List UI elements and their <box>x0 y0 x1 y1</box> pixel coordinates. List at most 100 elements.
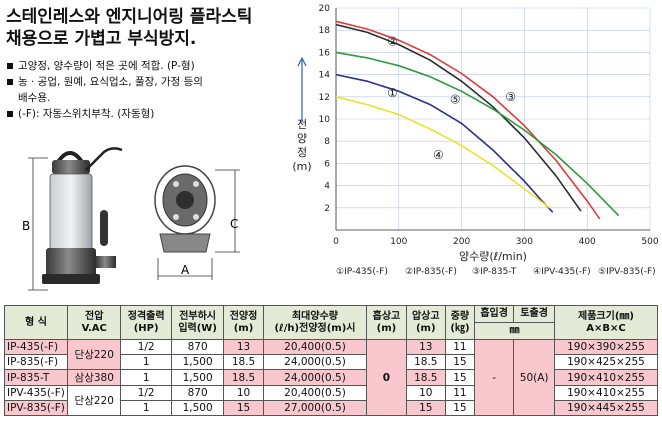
x-tick-label: 400 <box>579 237 596 247</box>
spec-table: 형 식 전압 V.AC 정격출력 (HP) 전부하시 입력(W) 전양정 (m) 최대양… <box>4 305 658 416</box>
cell-output: 1/2 <box>120 339 172 355</box>
cell-maxflow: 20,400(0.5) <box>262 385 368 401</box>
y-axis-label: 정 <box>297 146 307 159</box>
cell-weight: 11 <box>444 385 475 401</box>
dimension-a-label: A <box>181 263 190 277</box>
cell-weight: 15 <box>444 354 475 370</box>
cell-maxflow: 27,000(0.5) <box>262 400 368 416</box>
curve-marker: ③ <box>505 90 516 104</box>
cell-model: IP-835(-F) <box>4 354 68 370</box>
y-tick-label: 6 <box>324 159 330 169</box>
feature-list: 고양정, 양수량이 적은 곳에 적합. (P-형) 농 · 공업, 원예, 요식… <box>6 58 306 122</box>
cell-head: 13 <box>223 339 264 355</box>
series-line <box>335 51 620 217</box>
legend-entry: ①IP-435(-F) <box>336 267 388 277</box>
series-line <box>335 73 554 213</box>
cell-output: 1 <box>120 369 172 386</box>
legend-entry: ⑤IPV-835(-F) <box>598 267 656 277</box>
y-tick-label: 10 <box>319 115 331 125</box>
series-line <box>335 96 550 209</box>
table-row: IP-435(-F) 단상220 1/2 870 13 20,400(0.5) … <box>4 339 658 416</box>
series-line <box>335 23 582 212</box>
cell-maxflow: 24,000(0.5) <box>262 369 368 386</box>
headline: 스테인레스와 엔지니어링 플라스틱 채용으로 가볍고 부식방지. <box>6 6 306 50</box>
cell-head: 18.5 <box>223 354 264 370</box>
header-head: 전양정 (m) <box>223 305 264 340</box>
cell-voltage: 삼상380 <box>66 369 122 386</box>
table-row: IP-835(-F) 1 1,500 18.5 24,000(0.5) 18.5… <box>4 354 658 370</box>
series-line <box>335 20 601 220</box>
curve-marker: ② <box>387 35 398 49</box>
header-voltage: 전압 V.AC <box>66 305 122 340</box>
feature-item: 농 · 공업, 원예, 요식업소, 풀장, 가정 등의 <box>6 74 306 90</box>
cell-size: 190×410×255 <box>554 385 658 401</box>
cell-voltage: 단상220 <box>66 385 122 416</box>
y-tick-label: 2 <box>324 204 330 214</box>
dimension-c-label: C <box>230 217 238 231</box>
feature-item: (-F): 자동스위치부착. (자동형) <box>6 106 306 122</box>
x-tick-label: 500 <box>641 237 658 247</box>
curve-marker: ④ <box>433 148 444 162</box>
pump-illustration: B C A <box>22 147 240 291</box>
cell-pressure: 18.5 <box>405 354 446 370</box>
headline-line-2: 채용으로 가볍고 부식방지. <box>6 29 197 49</box>
legend-entry: ②IP-835(-F) <box>405 267 457 277</box>
y-tick-label: 8 <box>324 137 330 147</box>
legend-entry: ④IPV-435(-F) <box>533 267 591 277</box>
y-tick-label: 12 <box>319 93 330 103</box>
y-tick-label: 16 <box>319 48 331 58</box>
x-tick-label: 300 <box>516 237 533 247</box>
cell-outlet: 50(A) <box>513 339 555 416</box>
dimension-b-label: B <box>22 219 30 233</box>
header-maxflow: 최대양수량 (ℓ/h)전양정(m)시 <box>262 305 368 340</box>
x-tick-label: 100 <box>390 237 407 247</box>
cell-suction: 0 <box>366 339 407 416</box>
header-inlet: 흡입경 <box>473 305 515 323</box>
header-power: 전부하시 입력(W) <box>170 305 225 340</box>
y-axis-label: 전 <box>297 118 307 131</box>
header-size: 제품크기(㎜) A×B×C <box>554 305 658 340</box>
cell-power: 870 <box>170 385 225 401</box>
table-row: IPV-835(-F) 1 1,500 15 27,000(0.5) 15 15… <box>4 400 658 416</box>
header-weight: 중량 (㎏) <box>444 305 475 340</box>
cell-power: 1,500 <box>170 400 225 416</box>
header-diameter-unit: ㎜ <box>473 322 556 340</box>
cell-weight: 15 <box>444 369 475 386</box>
table-row: IP-835-T 삼상380 1 1,500 18.5 24,000(0.5) … <box>4 369 658 386</box>
cell-weight: 15 <box>444 400 475 416</box>
legend-entry: ③IP-835-T <box>472 267 517 277</box>
cell-weight: 11 <box>444 339 475 355</box>
cell-maxflow: 20,400(0.5) <box>262 339 368 355</box>
cell-head: 15 <box>223 400 264 416</box>
table-row: IPV-435(-F) 단상220 1/2 870 10 20,400(0.5)… <box>4 385 658 416</box>
header-outlet: 토출경 <box>513 305 555 323</box>
cell-head: 10 <box>223 385 264 401</box>
y-tick-label: 18 <box>319 26 331 36</box>
header-model: 형 식 <box>4 305 68 340</box>
y-tick-label: 20 <box>319 4 331 14</box>
y-tick-label: 4 <box>324 182 330 192</box>
cell-output: 1/2 <box>120 385 172 401</box>
cell-size: 190×390×255 <box>554 339 658 355</box>
cell-power: 1,500 <box>170 354 225 370</box>
y-axis-label: 양 <box>297 132 307 145</box>
cell-pressure: 15 <box>405 400 446 416</box>
cell-inlet: - <box>473 339 515 416</box>
x-tick-label: 0 <box>333 237 339 247</box>
cell-output: 1 <box>120 354 172 370</box>
header-output: 정격출력 (HP) <box>120 305 172 340</box>
y-axis-arrow-icon <box>297 56 307 122</box>
headline-line-1: 스테인레스와 엔지니어링 플라스틱 <box>6 7 253 27</box>
performance-curve-chart: 0 100 200 300 400 500 2 4 6 8 10 12 14 16 18 20 양수량(ℓ/mi… <box>292 4 659 277</box>
cell-output: 1 <box>120 400 172 416</box>
cell-power: 1,500 <box>170 369 225 386</box>
curve-marker: ① <box>387 86 398 100</box>
cell-pressure: 18.5 <box>405 369 446 386</box>
cell-head: 18.5 <box>223 369 264 386</box>
cell-maxflow: 24,000(0.5) <box>262 354 368 370</box>
cell-size: 190×410×255 <box>554 369 658 386</box>
x-tick-label: 200 <box>453 237 470 247</box>
y-tick-label: 14 <box>319 71 331 81</box>
cell-voltage: 단상220 <box>66 339 122 370</box>
feature-item-continued: 배수용. <box>18 92 51 104</box>
